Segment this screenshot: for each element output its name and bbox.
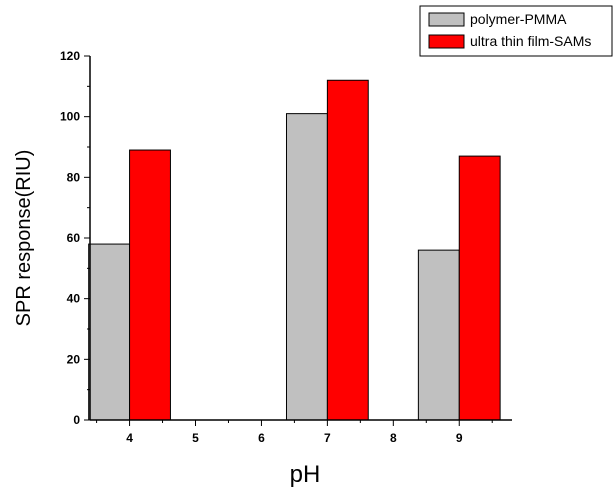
x-tick-label-5: 5 — [192, 431, 199, 445]
y-ticks-group: 0 20 40 60 80 100 120 — [60, 49, 90, 427]
bar-ultra-thin-film-sams-ph-7 — [326, 79, 369, 421]
legend-label-ultra-thin-film-sams: ultra thin film-SAMs — [470, 33, 591, 49]
y-tick-label-60: 60 — [67, 231, 81, 245]
bar-polymer-pmma-ph-4 — [88, 243, 131, 421]
x-tick-label-6: 6 — [258, 431, 265, 445]
legend: polymer-PMMA ultra thin film-SAMs — [419, 5, 613, 57]
x-ticks-group: 4 5 6 7 8 9 — [96, 420, 493, 445]
legend-label-polymer-pmma: polymer-PMMA — [470, 11, 567, 27]
legend-swatch-ultra-thin-film-sams — [428, 34, 465, 49]
y-tick-label-20: 20 — [67, 352, 81, 366]
y-tick-label-120: 120 — [60, 49, 80, 63]
bar-ultra-thin-film-sams-ph-9 — [458, 155, 501, 421]
x-tick-label-7: 7 — [324, 431, 331, 445]
y-tick-label-80: 80 — [67, 170, 81, 184]
y-tick-label-0: 0 — [73, 413, 80, 427]
y-axis-title: SPR response(RIU) — [13, 150, 35, 327]
legend-swatch-polymer-pmma — [428, 12, 465, 27]
y-tick-label-100: 100 — [60, 110, 80, 124]
x-tick-label-8: 8 — [390, 431, 397, 445]
x-tick-label-9: 9 — [456, 431, 463, 445]
x-tick-label-4: 4 — [126, 431, 133, 445]
bar-ultra-thin-film-sams-ph-4 — [129, 149, 171, 421]
bars-group — [88, 79, 501, 421]
bar-polymer-pmma-ph-7 — [285, 113, 328, 421]
x-axis-title: pH — [290, 461, 321, 488]
bar-polymer-pmma-ph-9 — [417, 249, 460, 421]
y-tick-label-40: 40 — [67, 292, 81, 306]
